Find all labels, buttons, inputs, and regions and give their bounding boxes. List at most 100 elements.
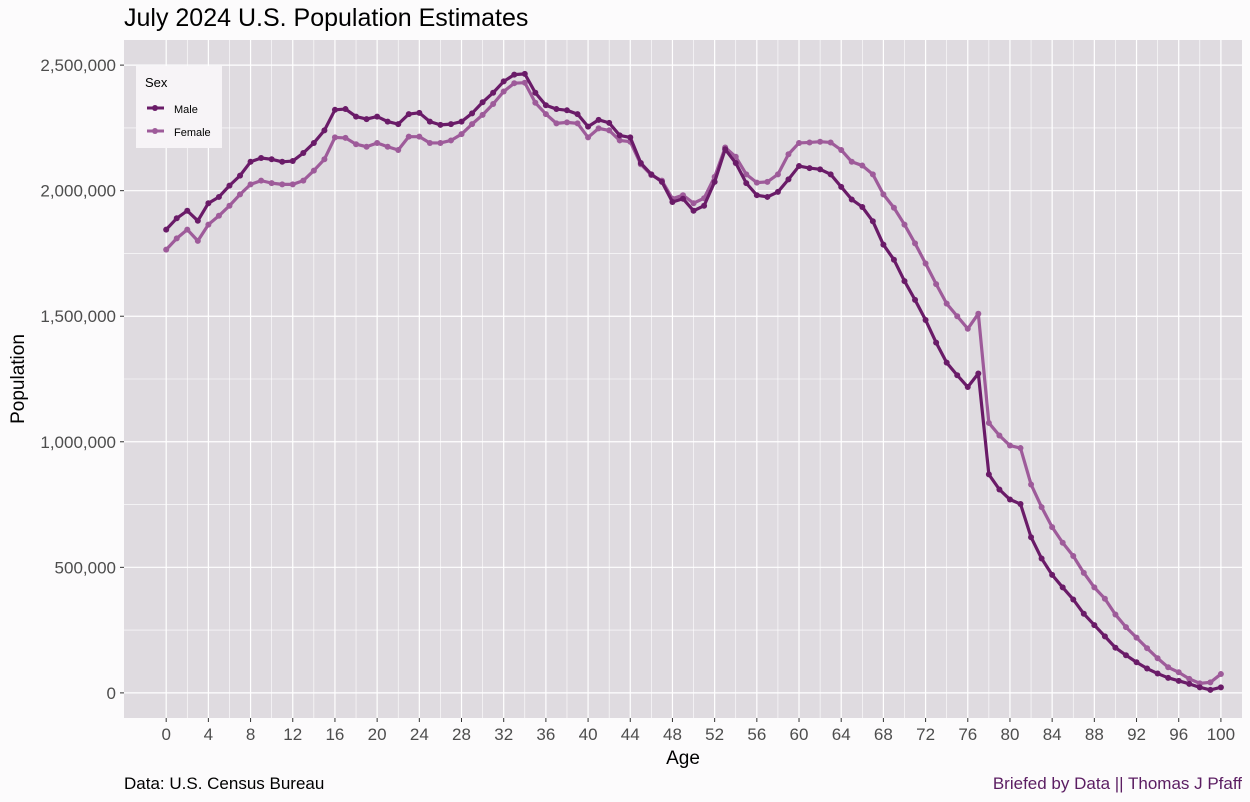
data-point bbox=[1049, 571, 1056, 578]
data-point bbox=[848, 196, 855, 203]
data-point bbox=[1186, 675, 1193, 682]
data-point bbox=[838, 183, 845, 190]
data-point bbox=[922, 316, 929, 323]
data-point bbox=[500, 88, 507, 95]
y-axis: 0 500,000 1,000,000 1,500,000 2,000,000 2,500… bbox=[40, 56, 124, 703]
data-point bbox=[173, 235, 180, 242]
y-tick-label: 500,000 bbox=[55, 558, 116, 577]
data-point bbox=[553, 120, 560, 127]
data-point bbox=[490, 89, 497, 96]
data-point bbox=[585, 134, 592, 141]
data-point bbox=[880, 241, 887, 248]
data-point bbox=[300, 177, 307, 184]
data-point bbox=[827, 171, 834, 178]
data-point bbox=[542, 111, 549, 118]
data-point bbox=[163, 226, 170, 233]
data-point bbox=[479, 99, 486, 106]
x-tick-label: 56 bbox=[747, 725, 766, 744]
data-point bbox=[901, 221, 908, 228]
x-tick-label: 48 bbox=[663, 725, 682, 744]
data-point bbox=[743, 171, 750, 178]
data-point bbox=[943, 359, 950, 366]
data-point bbox=[943, 300, 950, 307]
x-tick-label: 96 bbox=[1169, 725, 1188, 744]
data-point bbox=[1070, 553, 1077, 560]
data-point bbox=[606, 127, 613, 134]
data-point bbox=[447, 121, 454, 128]
data-point bbox=[1038, 504, 1045, 511]
x-tick-label: 24 bbox=[410, 725, 429, 744]
data-point bbox=[595, 125, 602, 132]
data-point bbox=[964, 325, 971, 332]
data-point bbox=[268, 156, 275, 163]
data-point bbox=[890, 204, 897, 211]
data-point bbox=[975, 370, 982, 377]
x-tick-label: 60 bbox=[790, 725, 809, 744]
series-male bbox=[163, 70, 1224, 693]
x-tick-label: 28 bbox=[452, 725, 471, 744]
data-point bbox=[774, 188, 781, 195]
data-point bbox=[1070, 596, 1077, 603]
data-point bbox=[447, 137, 454, 144]
legend-label-female: Female bbox=[174, 127, 211, 139]
data-point bbox=[806, 165, 813, 172]
data-point bbox=[732, 153, 739, 160]
x-tick-label: 0 bbox=[161, 725, 170, 744]
y-tick-label: 0 bbox=[107, 684, 116, 703]
data-point bbox=[479, 111, 486, 118]
data-point bbox=[964, 384, 971, 391]
data-point bbox=[796, 163, 803, 170]
data-point bbox=[1175, 677, 1182, 684]
data-point bbox=[553, 106, 560, 113]
y-tick-label: 1,000,000 bbox=[40, 433, 116, 452]
data-point bbox=[237, 172, 244, 179]
data-point bbox=[996, 432, 1003, 439]
data-point bbox=[1091, 622, 1098, 629]
data-point bbox=[426, 118, 433, 125]
data-point bbox=[521, 79, 528, 86]
data-point bbox=[764, 193, 771, 200]
data-point bbox=[1017, 445, 1024, 452]
data-point bbox=[1112, 644, 1119, 651]
data-point bbox=[627, 134, 634, 141]
data-point bbox=[258, 177, 265, 184]
data-point bbox=[363, 143, 370, 150]
data-point bbox=[796, 139, 803, 146]
data-point bbox=[321, 156, 328, 163]
data-point bbox=[490, 101, 497, 108]
y-tick-label: 2,000,000 bbox=[40, 182, 116, 201]
y-tick-label: 2,500,000 bbox=[40, 56, 116, 75]
data-point bbox=[912, 296, 919, 303]
data-point bbox=[563, 119, 570, 126]
data-point bbox=[163, 246, 170, 253]
data-point bbox=[827, 139, 834, 146]
data-point bbox=[237, 191, 244, 198]
data-point bbox=[869, 218, 876, 225]
data-point bbox=[300, 150, 307, 156]
data-point bbox=[458, 131, 465, 138]
data-point bbox=[469, 121, 476, 128]
data-point bbox=[258, 155, 265, 162]
data-point bbox=[321, 127, 328, 134]
x-tick-label: 12 bbox=[283, 725, 302, 744]
data-point bbox=[1217, 684, 1224, 691]
data-point bbox=[1133, 634, 1140, 641]
data-point bbox=[1154, 655, 1161, 662]
data-point bbox=[1028, 534, 1035, 541]
data-point bbox=[563, 107, 570, 114]
data-point bbox=[1207, 686, 1214, 693]
data-point bbox=[933, 339, 940, 346]
data-point bbox=[1165, 664, 1172, 671]
data-point bbox=[637, 160, 644, 167]
data-point bbox=[511, 71, 518, 78]
data-point bbox=[785, 176, 792, 183]
credit-caption: Briefed by Data || Thomas J Pfaff bbox=[992, 774, 1242, 793]
data-point bbox=[985, 471, 992, 478]
chart-title: July 2024 U.S. Population Estimates bbox=[124, 4, 529, 32]
data-point bbox=[985, 419, 992, 426]
data-point bbox=[996, 486, 1003, 493]
data-point bbox=[458, 118, 465, 125]
data-point bbox=[753, 179, 760, 186]
data-point bbox=[701, 202, 708, 209]
